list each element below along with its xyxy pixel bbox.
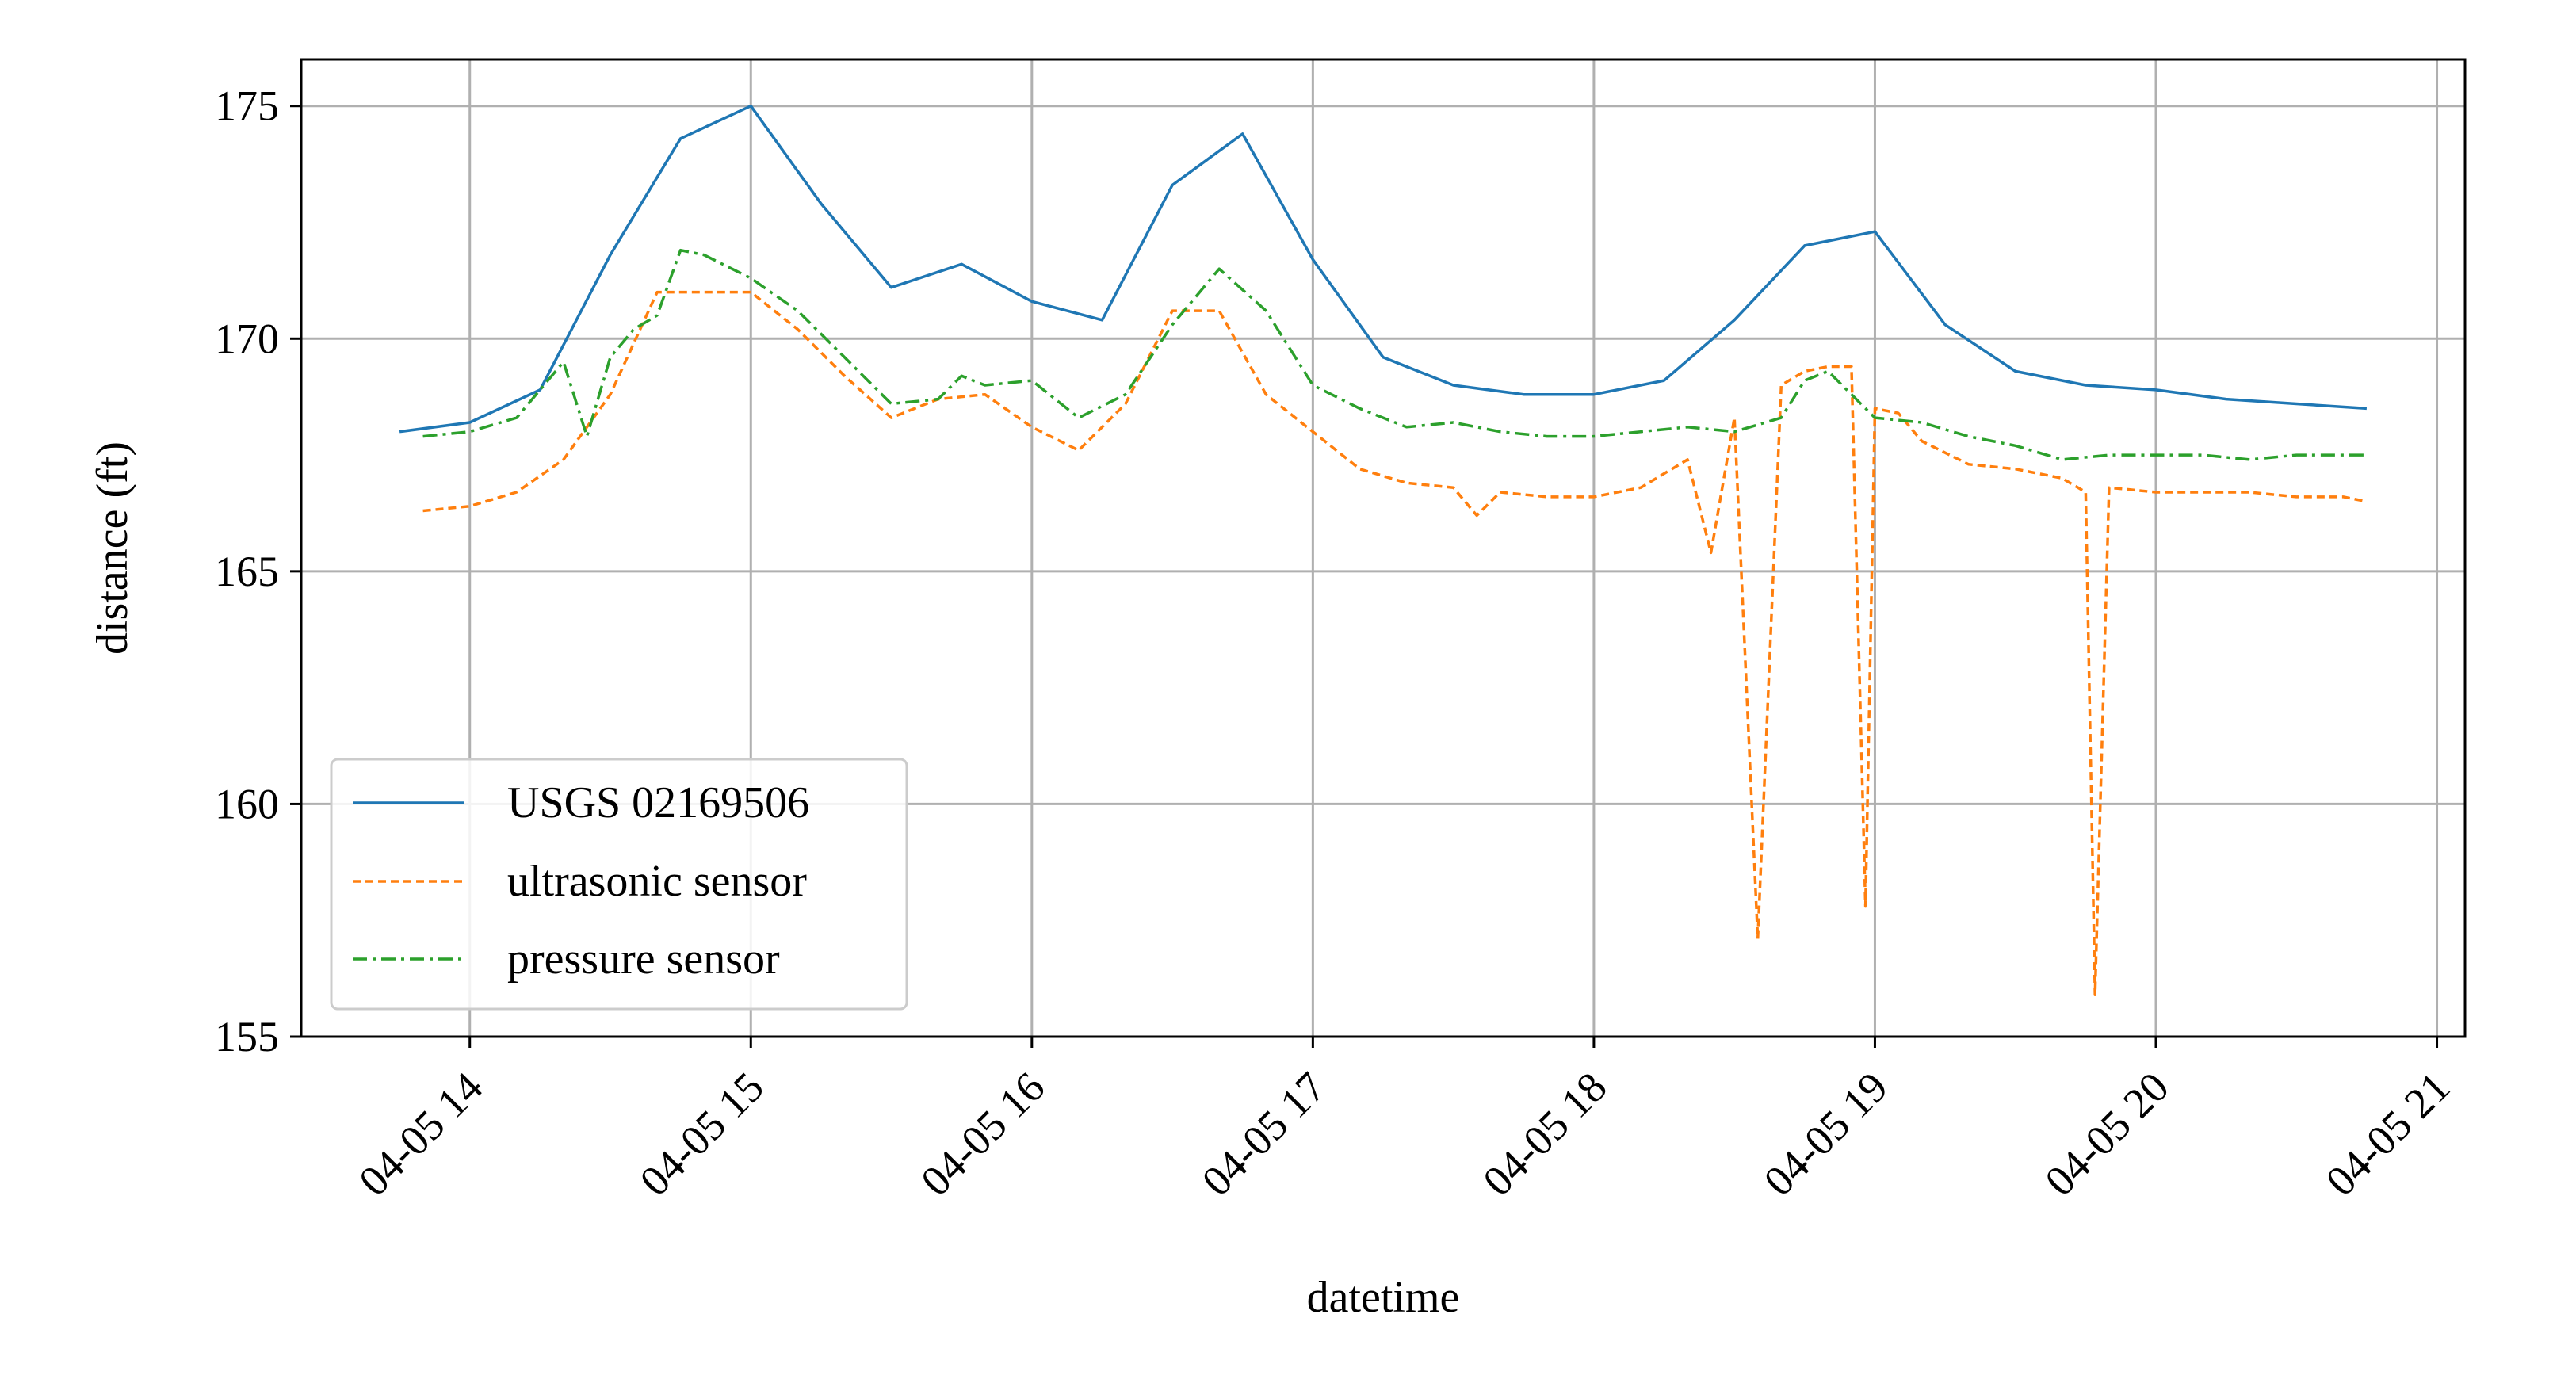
y-axis-label: distance (ft) [88, 441, 137, 655]
series-line-2 [422, 248, 2367, 461]
x-axis-label: datetime [1307, 1273, 1460, 1322]
plot-frame [300, 58, 2467, 1038]
legend-label-pressure: pressure sensor [507, 934, 780, 984]
legend: USGS 02169506 ultrasonic sensor pressure… [330, 758, 908, 1011]
y-tick-label: 165 [215, 548, 279, 595]
legend-label-usgs: USGS 02169506 [507, 778, 809, 827]
legend-label-ultrasonic: ultrasonic sensor [507, 857, 807, 906]
series-line-0 [399, 104, 2368, 434]
y-tick-label: 160 [215, 780, 279, 827]
series-layer [399, 104, 2368, 996]
series-line-1 [422, 290, 2368, 996]
y-tick-label: 170 [215, 315, 279, 362]
y-tick-label: 175 [215, 82, 279, 130]
y-tick-label: 155 [215, 1013, 279, 1060]
legend-box [330, 758, 908, 1011]
